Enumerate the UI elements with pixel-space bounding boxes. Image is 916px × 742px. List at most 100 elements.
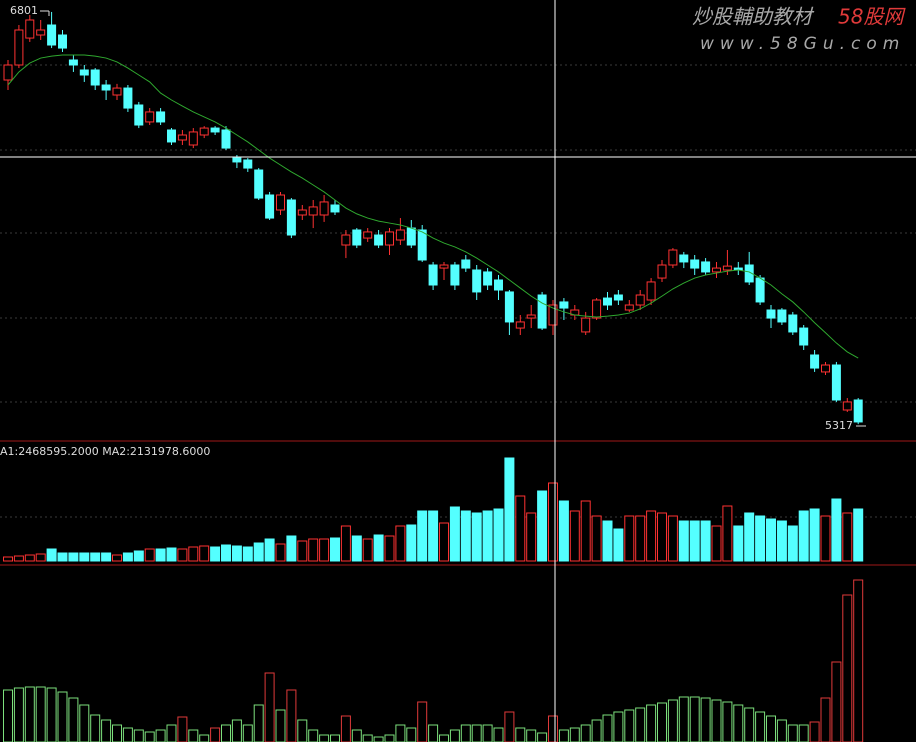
volume-bar: [340, 525, 351, 562]
candle-body: [592, 299, 602, 319]
oscillator-bar: [428, 724, 439, 742]
candle-body: [624, 304, 634, 311]
oscillator-bar: [460, 724, 471, 742]
candle-body: [101, 84, 111, 91]
candle-body: [123, 87, 133, 109]
oscillator-bar: [646, 704, 657, 742]
oscillator-bar: [166, 724, 177, 742]
volume-bar: [297, 540, 308, 562]
oscillator-bar: [373, 736, 384, 742]
candle-body: [766, 309, 776, 319]
oscillator-bar: [787, 724, 798, 742]
candle-body: [548, 304, 558, 326]
volume-bar: [515, 495, 526, 562]
candle-body: [134, 104, 144, 126]
volume-bar: [711, 525, 722, 562]
candle-body: [308, 206, 318, 216]
volume-bar: [46, 548, 57, 562]
candle-body: [788, 314, 798, 333]
volume-bar: [493, 508, 504, 562]
volume-bar: [667, 515, 678, 562]
volume-bar: [657, 512, 667, 562]
candle-body: [341, 234, 351, 246]
oscillator-bar: [330, 734, 340, 742]
candle-body: [167, 129, 176, 143]
volume-bar: [319, 538, 330, 562]
oscillator-bar: [700, 697, 711, 742]
volume-bar: [3, 556, 13, 562]
candle-body: [68, 59, 78, 66]
oscillator-bar: [798, 724, 809, 742]
volume-bar: [144, 548, 155, 562]
candle-body: [319, 201, 329, 216]
oscillator-bar: [362, 734, 373, 742]
candle-body: [755, 277, 765, 303]
oscillator-bar: [57, 691, 68, 742]
oscillator-bar: [635, 707, 646, 742]
candle-body: [722, 265, 732, 271]
candle-body: [47, 24, 57, 46]
oscillator-bar: [221, 724, 231, 742]
candle-body: [504, 291, 514, 323]
candle-body: [428, 264, 438, 286]
volume-bar: [373, 534, 384, 562]
candle-body: [286, 199, 296, 236]
volume-bar: [755, 515, 766, 562]
candle-body: [559, 301, 569, 309]
volume-bar: [428, 510, 439, 562]
oscillator-bar: [613, 711, 624, 742]
volume-bar: [13, 555, 24, 562]
oscillator-bar: [471, 724, 482, 742]
candle-body: [646, 281, 656, 301]
oscillator-bar: [548, 715, 558, 742]
oscillator-bar: [766, 715, 776, 742]
volume-bar: [199, 545, 210, 562]
oscillator-bar: [13, 687, 24, 742]
oscillator-bar: [35, 686, 46, 742]
oscillator-bar: [188, 729, 199, 742]
candle-body: [297, 209, 307, 216]
candle-body: [810, 354, 820, 369]
watermark-title: 炒股輔助教材: [692, 5, 815, 29]
volume-bar: [482, 510, 493, 562]
moving-average: [7, 54, 859, 359]
oscillator-bar: [820, 697, 831, 742]
candle-body: [145, 111, 155, 123]
volume-bar: [417, 510, 428, 562]
oscillator-bar: [417, 701, 428, 742]
oscillator-bar: [24, 686, 35, 742]
volume-bar: [700, 520, 711, 562]
candle-body: [112, 87, 122, 96]
volume-bar: [744, 512, 755, 562]
oscillator-bar: [624, 709, 635, 742]
oscillator-bar: [569, 727, 580, 742]
candle-body: [744, 264, 754, 283]
volume-bar: [558, 500, 569, 562]
volume-label: A1:2468595.2000 MA2:2131978.6000: [0, 445, 210, 458]
volume-bar: [122, 552, 133, 562]
candle-body: [777, 309, 787, 323]
min-price-label: 5317: [825, 419, 853, 432]
oscillator-bar: [133, 729, 144, 742]
volume-bar: [210, 546, 221, 562]
volume-bar: [613, 528, 624, 562]
candle-body: [526, 314, 536, 319]
candle-body: [701, 261, 711, 273]
candle-body: [210, 127, 220, 133]
volume-bar: [101, 552, 112, 562]
watermark-brand: 58股网: [838, 5, 906, 29]
volume-bar: [471, 512, 482, 562]
oscillator-bar: [537, 732, 548, 742]
volume-bar: [286, 535, 297, 562]
volume-bar: [820, 515, 831, 562]
candle-body: [232, 157, 242, 163]
oscillator-bar: [580, 724, 591, 742]
volume-bar: [580, 500, 591, 562]
candle-body: [90, 69, 100, 86]
candle-body: [265, 194, 275, 219]
volume-bar: [504, 457, 515, 562]
candle-body: [472, 269, 482, 293]
volume-bar: [231, 545, 242, 562]
